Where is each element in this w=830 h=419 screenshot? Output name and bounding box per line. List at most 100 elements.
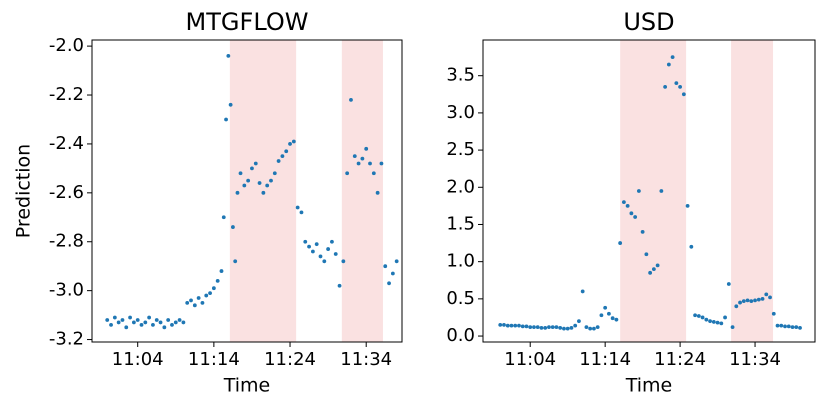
data-point bbox=[771, 311, 776, 316]
data-point bbox=[569, 325, 574, 330]
data-point bbox=[154, 318, 159, 322]
data-point bbox=[502, 322, 506, 327]
data-point bbox=[233, 259, 238, 264]
x-tick-label: 11:24 bbox=[654, 349, 706, 370]
data-point bbox=[131, 320, 136, 325]
data-point bbox=[307, 244, 311, 249]
data-point bbox=[625, 203, 630, 208]
data-point bbox=[291, 139, 296, 144]
data-point bbox=[550, 325, 555, 330]
data-point bbox=[565, 326, 570, 331]
data-point bbox=[745, 298, 750, 303]
data-point bbox=[700, 315, 705, 320]
data-point bbox=[356, 161, 361, 166]
data-point bbox=[614, 317, 619, 322]
data-point bbox=[170, 322, 174, 327]
data-point bbox=[124, 325, 129, 330]
data-point bbox=[158, 320, 163, 325]
data-point bbox=[517, 323, 521, 328]
data-point bbox=[756, 297, 761, 302]
data-point bbox=[738, 300, 742, 305]
data-point bbox=[580, 289, 585, 294]
data-point bbox=[644, 252, 649, 257]
data-point bbox=[208, 291, 212, 295]
data-point bbox=[681, 92, 686, 97]
data-point bbox=[670, 55, 675, 60]
y-tick-label: -2.4 bbox=[49, 133, 84, 154]
data-point bbox=[547, 325, 551, 330]
data-point bbox=[528, 325, 533, 330]
data-point bbox=[112, 315, 117, 320]
data-point bbox=[200, 300, 205, 305]
data-point bbox=[558, 325, 563, 330]
data-point bbox=[314, 242, 319, 247]
data-point bbox=[798, 325, 802, 330]
data-point bbox=[629, 211, 634, 216]
data-point bbox=[235, 190, 240, 195]
data-point bbox=[783, 324, 787, 329]
data-point bbox=[651, 267, 656, 272]
data-point bbox=[120, 318, 125, 322]
data-point bbox=[224, 117, 228, 122]
data-point bbox=[633, 215, 638, 219]
data-point bbox=[284, 149, 289, 154]
data-point bbox=[337, 283, 342, 288]
y-tick-label: -2.6 bbox=[49, 182, 84, 203]
data-point bbox=[394, 259, 399, 264]
data-point bbox=[265, 183, 270, 188]
data-point bbox=[250, 166, 254, 171]
data-point bbox=[166, 318, 171, 322]
data-point bbox=[794, 325, 799, 330]
data-point bbox=[577, 319, 581, 324]
x-tick-label: 11:04 bbox=[112, 349, 164, 370]
y-tick-label: -2.0 bbox=[49, 35, 84, 56]
data-point bbox=[288, 142, 292, 146]
data-point bbox=[562, 326, 566, 331]
data-point bbox=[189, 298, 193, 303]
data-point bbox=[719, 321, 724, 326]
y-axis-label: Prediction bbox=[13, 144, 35, 238]
y-tick-label: -3.2 bbox=[49, 329, 84, 350]
data-point bbox=[116, 320, 121, 325]
data-point bbox=[779, 323, 784, 328]
data-point bbox=[272, 171, 277, 176]
data-point bbox=[730, 325, 735, 330]
data-point bbox=[655, 263, 660, 268]
data-point bbox=[147, 315, 152, 320]
chart-title: MTGFLOW bbox=[186, 8, 309, 36]
x-tick-label: 11:34 bbox=[340, 349, 392, 370]
x-tick-label: 11:14 bbox=[579, 349, 631, 370]
data-point bbox=[215, 278, 220, 283]
data-point bbox=[696, 314, 701, 318]
data-point bbox=[640, 230, 645, 234]
data-point bbox=[330, 239, 334, 244]
data-point bbox=[276, 159, 281, 163]
data-point bbox=[345, 171, 350, 176]
data-point bbox=[238, 171, 243, 176]
y-tick-label: 3.5 bbox=[446, 65, 475, 86]
data-point bbox=[734, 304, 739, 309]
data-point bbox=[693, 313, 697, 318]
data-point bbox=[768, 295, 772, 300]
data-point bbox=[375, 190, 380, 195]
data-point bbox=[257, 181, 262, 185]
data-point bbox=[280, 154, 285, 159]
data-point bbox=[505, 323, 510, 328]
data-point bbox=[726, 282, 731, 286]
data-point bbox=[349, 98, 353, 102]
data-point bbox=[753, 298, 757, 303]
data-point bbox=[790, 325, 795, 330]
data-point bbox=[318, 254, 323, 259]
y-tick-label: 3.0 bbox=[446, 102, 475, 123]
data-point bbox=[326, 247, 331, 251]
data-point bbox=[532, 325, 536, 330]
data-point bbox=[636, 189, 641, 193]
data-point bbox=[666, 62, 671, 67]
data-point bbox=[379, 161, 384, 166]
data-point bbox=[535, 325, 540, 330]
y-tick-label: 2.5 bbox=[446, 139, 475, 160]
data-point bbox=[498, 322, 503, 327]
x-tick-label: 11:34 bbox=[729, 349, 781, 370]
data-point bbox=[689, 244, 694, 249]
